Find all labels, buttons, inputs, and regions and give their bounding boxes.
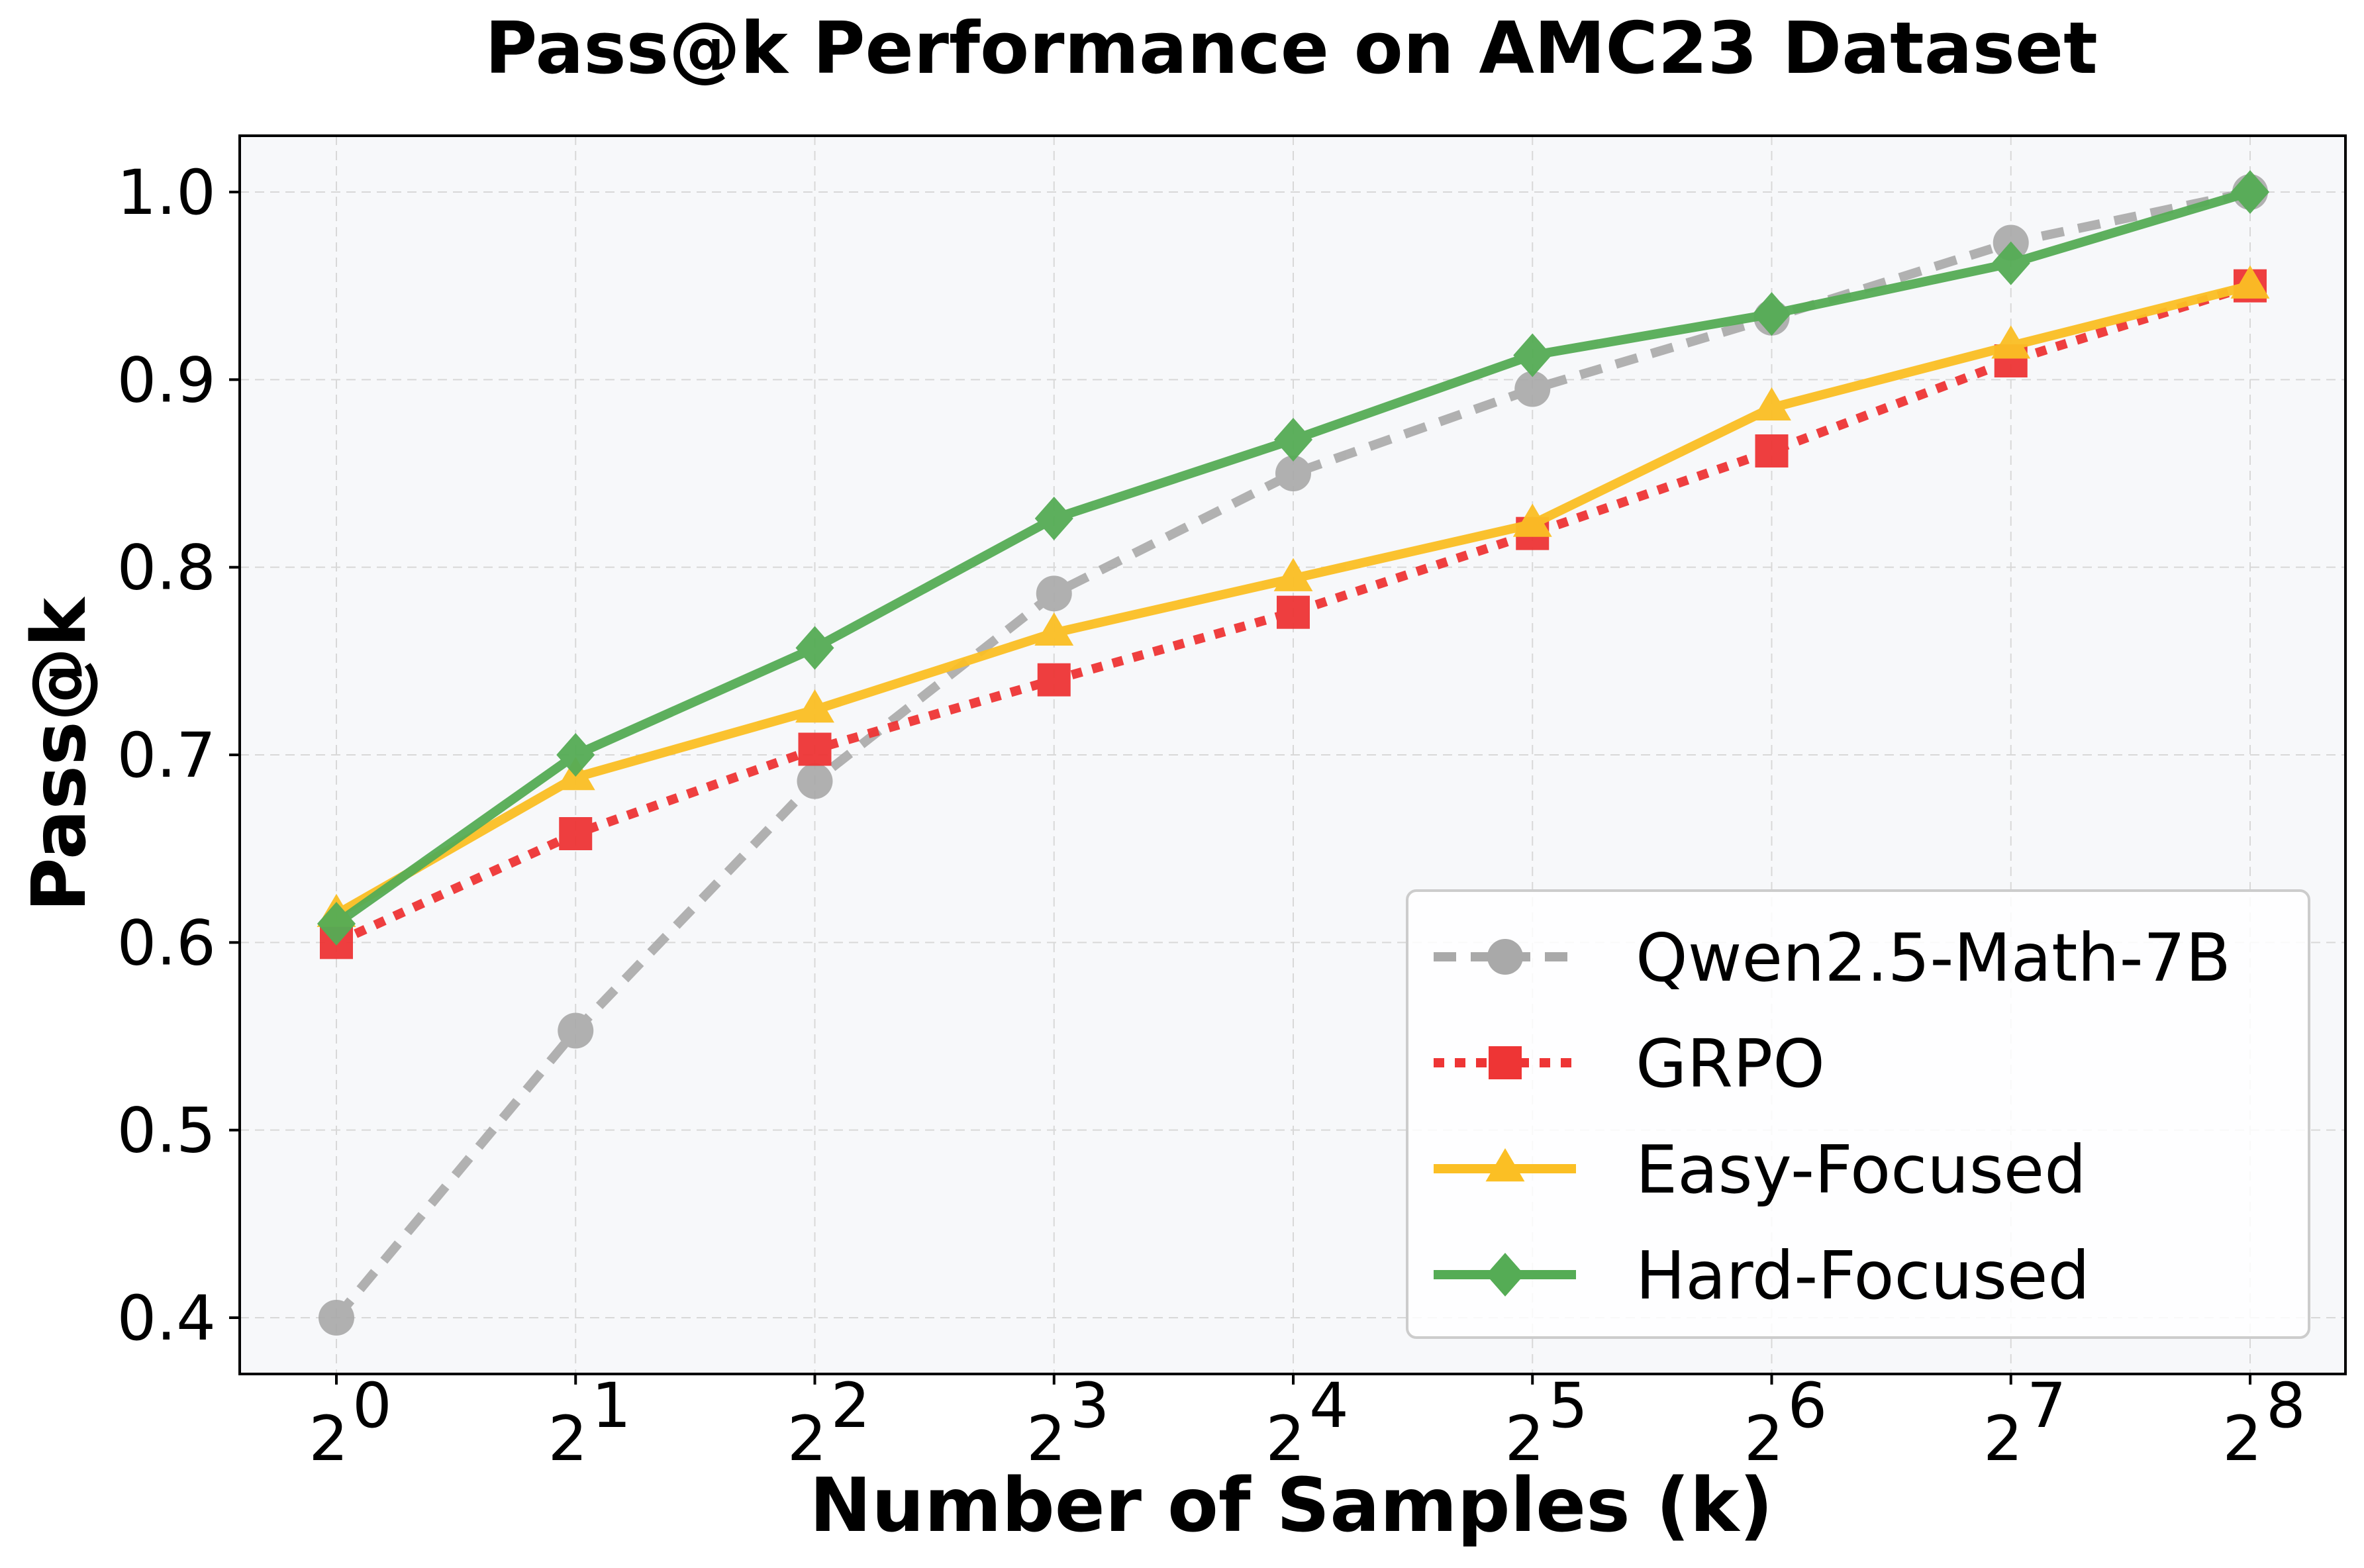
series-0-point-4 [1275, 456, 1311, 491]
series-1-point-2 [798, 732, 832, 766]
series-0-point-0 [319, 1300, 354, 1336]
legend-item-1: GRPO [1434, 1025, 1825, 1102]
series-0-point-5 [1514, 371, 1551, 407]
legend-label-3: Hard-Focused [1636, 1237, 2090, 1314]
x-tick-base-3: 2 [1026, 1403, 1066, 1475]
x-tick-exponent-2: 2 [831, 1370, 871, 1442]
x-tick-base-2: 2 [787, 1403, 827, 1475]
legend: Qwen2.5-Math-7B GRPO Easy-Focused Hard-Focu… [1406, 889, 2310, 1339]
legend-marker-0 [1487, 939, 1523, 975]
series-2-point-7 [1991, 325, 2031, 359]
legend-item-0: Qwen2.5-Math-7B [1434, 919, 2231, 997]
series-3-point-6 [1752, 292, 1791, 336]
x-tick-base-6: 2 [1744, 1403, 1784, 1475]
series-2-point-4 [1273, 558, 1313, 591]
x-tick-exponent-0: 0 [352, 1370, 392, 1442]
x-tick-base-4: 2 [1265, 1403, 1305, 1475]
series-line-1 [334, 281, 2252, 947]
legend-item-3: Hard-Focused [1434, 1237, 2090, 1314]
series-line-0 [332, 187, 2251, 1321]
series-3-point-3 [1034, 497, 1073, 540]
series-0-point-1 [558, 1012, 594, 1049]
series-1-point-6 [1755, 434, 1789, 467]
y-tick-label-5: 0.9 [117, 344, 217, 416]
series-2 [317, 265, 2270, 928]
y-tick-label-1: 0.5 [117, 1095, 217, 1167]
chart-title: Pass@k Performance on AMC23 Dataset [485, 7, 2097, 90]
series-group [317, 170, 2270, 1336]
x-tick-exponent-1: 1 [591, 1370, 631, 1442]
series-1-point-1 [559, 817, 593, 850]
series-1-point-4 [1277, 595, 1310, 629]
series-2-point-3 [1034, 612, 1074, 646]
x-tick-base-1: 2 [548, 1403, 587, 1475]
legend-marker-2 [1485, 1148, 1525, 1182]
series-3-point-2 [795, 626, 834, 670]
legend-label-2: Easy-Focused [1636, 1131, 2087, 1208]
x-tick-base-7: 2 [1983, 1403, 2023, 1475]
series-3 [317, 170, 2270, 946]
legend-label-1: GRPO [1636, 1025, 1825, 1102]
series-2-point-8 [2230, 265, 2270, 299]
x-tick-exponent-6: 6 [1788, 1370, 1828, 1442]
legend-item-2: Easy-Focused [1434, 1131, 2087, 1208]
series-3-point-7 [1991, 241, 2030, 285]
y-tick-label-6: 1.0 [117, 157, 217, 229]
y-tick-label-2: 0.6 [117, 907, 217, 979]
series-3-point-0 [317, 902, 356, 946]
series-0-point-2 [797, 763, 833, 799]
y-axis-ticks: 0.4 0.5 0.6 0.7 0.8 0.9 1.0 [117, 157, 240, 1355]
legend-label-0: Qwen2.5-Math-7B [1636, 919, 2231, 997]
series-0 [319, 174, 2268, 1336]
y-tick-label-4: 0.8 [117, 532, 217, 605]
series-3-point-8 [2230, 170, 2270, 214]
x-tick-exponent-8: 8 [2266, 1370, 2306, 1442]
x-tick-base-0: 2 [309, 1403, 348, 1475]
series-2-point-6 [1752, 387, 1791, 421]
legend-marker-1 [1489, 1046, 1522, 1079]
series-2-point-2 [795, 689, 834, 723]
series-2-point-5 [1512, 503, 1552, 537]
y-tick-label-3: 0.7 [117, 720, 217, 792]
series-3-point-5 [1513, 333, 1552, 377]
x-tick-exponent-5: 5 [1548, 1370, 1588, 1442]
series-1-point-3 [1037, 663, 1071, 697]
x-tick-exponent-3: 3 [1070, 1370, 1110, 1442]
legend-box [1406, 889, 2310, 1339]
legend-marker-3 [1485, 1253, 1525, 1297]
series-3-point-1 [556, 733, 595, 777]
y-tick-label-0: 0.4 [117, 1283, 217, 1355]
x-tick-exponent-4: 4 [1309, 1370, 1349, 1442]
x-tick-base-5: 2 [1504, 1403, 1544, 1475]
x-axis-label: Number of Samples (k) [809, 1463, 1773, 1549]
series-3-point-4 [1273, 418, 1313, 462]
x-tick-base-8: 2 [2222, 1403, 2262, 1475]
series-0-point-3 [1036, 575, 1072, 612]
y-axis-label: Pass@k [17, 596, 103, 912]
x-tick-exponent-7: 7 [2027, 1370, 2067, 1442]
